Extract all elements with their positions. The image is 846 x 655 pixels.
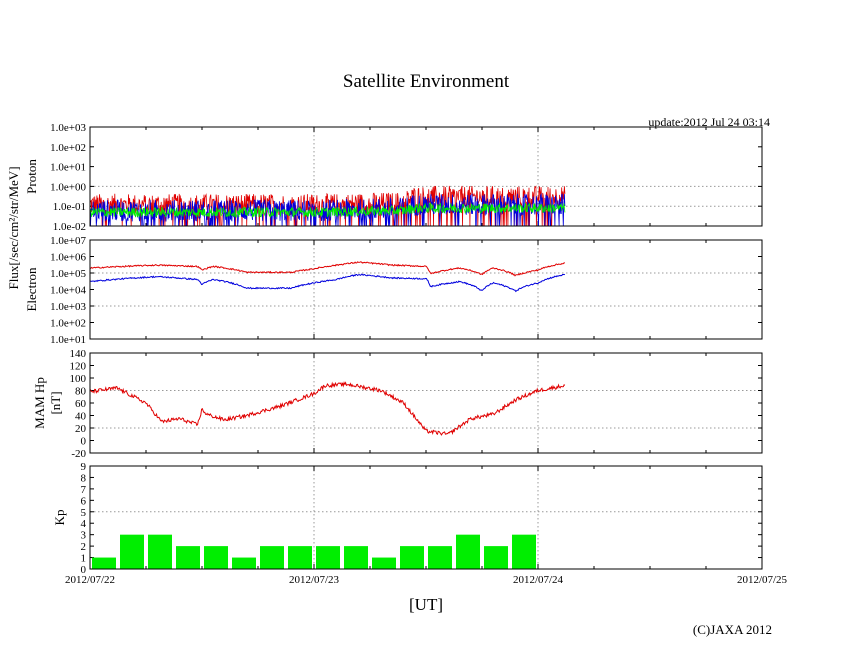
y-tick-label: 1.0e+06 [50,252,86,264]
y-tick-label: 1.0e+02 [50,142,86,154]
panel-electron: 1.0e+07 1.0e+06 1.0e+05 1.0e+04 1.0e+03 1.0e+… [24,235,763,346]
panels: 1.0e+03 1.0e+02 1.0e+01 1.0e+00 1.0e-01 1.0e-… [24,122,788,586]
panel-frame [89,465,763,570]
y-tick-label: 40 [75,411,87,423]
y-tick-label: 80 [75,386,87,398]
panel-frame [89,239,763,340]
y-axis-unit: [nT] [48,391,63,414]
y-tick-label: 1.0e+04 [50,285,86,297]
y-tick-label: 1 [81,553,87,565]
y-tick-label: 4 [81,518,87,530]
y-tick-label: 2 [81,541,87,553]
y-tick-label: 0 [81,436,87,448]
x-tick-label: 2012/07/23 [289,574,340,586]
kp-bar [428,546,452,569]
y-tick-label: 140 [70,348,87,360]
x-tick-label: 2012/07/25 [737,574,788,586]
y-tick-label: 1.0e-01 [53,201,86,213]
kp-bar [372,557,396,569]
y-tick-label: 7 [81,484,87,496]
kp-bar [232,557,256,569]
x-tick-label: 2012/07/22 [65,574,115,586]
y-axis-label: Electron [24,267,39,312]
y-tick-label: 1.0e-02 [53,221,86,233]
chart-title: Satellite Environment [343,71,510,92]
shared-flux-ylabel: Flux[/sec/cm²/str/MeV] [6,166,21,289]
kp-bar [316,546,340,569]
kp-bar [92,557,116,569]
y-tick-label: 1.0e+05 [50,268,86,280]
kp-bar [484,546,508,569]
kp-bar [512,534,536,569]
kp-bar [288,546,312,569]
kp-bar [176,546,200,569]
x-axis-label: [UT] [409,595,443,614]
kp-bar [148,534,172,569]
series-electron-red [90,261,566,277]
kp-bar [400,546,424,569]
y-tick-label: 1.0e+00 [50,181,86,193]
y-tick-label: 100 [70,373,87,385]
y-tick-label: 120 [70,361,87,373]
y-axis-label: MAM Hp [32,377,47,429]
panel-frame [89,352,763,454]
y-tick-label: 1.0e+03 [50,122,86,134]
y-tick-label: 0 [81,564,87,576]
y-tick-label: 1.0e+01 [50,334,86,346]
kp-bar [204,546,228,569]
y-tick-label: 1.0e+01 [50,162,86,174]
y-tick-label: 9 [81,461,87,473]
y-tick-label: 6 [81,495,87,507]
y-tick-label: 60 [75,398,87,410]
kp-bar [344,546,368,569]
panel-proton: 1.0e+03 1.0e+02 1.0e+01 1.0e+00 1.0e-01 1.0e-… [24,122,763,233]
panel-frame [89,126,763,227]
kp-bar [456,534,480,569]
y-tick-label: 20 [75,423,87,435]
y-tick-label: 1.0e+07 [50,235,86,247]
update-timestamp: update:2012 Jul 24 03:14 [648,115,770,129]
y-axis-label: Proton [24,159,39,194]
y-tick-label: 3 [81,530,87,542]
y-tick-label: 1.0e+03 [50,301,86,313]
y-tick-label: 1.0e+02 [50,318,86,330]
y-tick-label: 5 [81,507,87,519]
y-axis-label: Kp [52,510,67,526]
series-electron-blue [89,273,566,293]
kp-bar [260,546,284,569]
x-tick-label: 2012/07/24 [513,574,564,586]
series-hp-red [89,381,566,436]
series-proton-green [89,202,566,219]
y-tick-label: 8 [81,472,87,484]
copyright: (C)JAXA 2012 [693,622,772,637]
y-tick-label: -20 [71,448,86,460]
kp-bar [120,534,144,569]
